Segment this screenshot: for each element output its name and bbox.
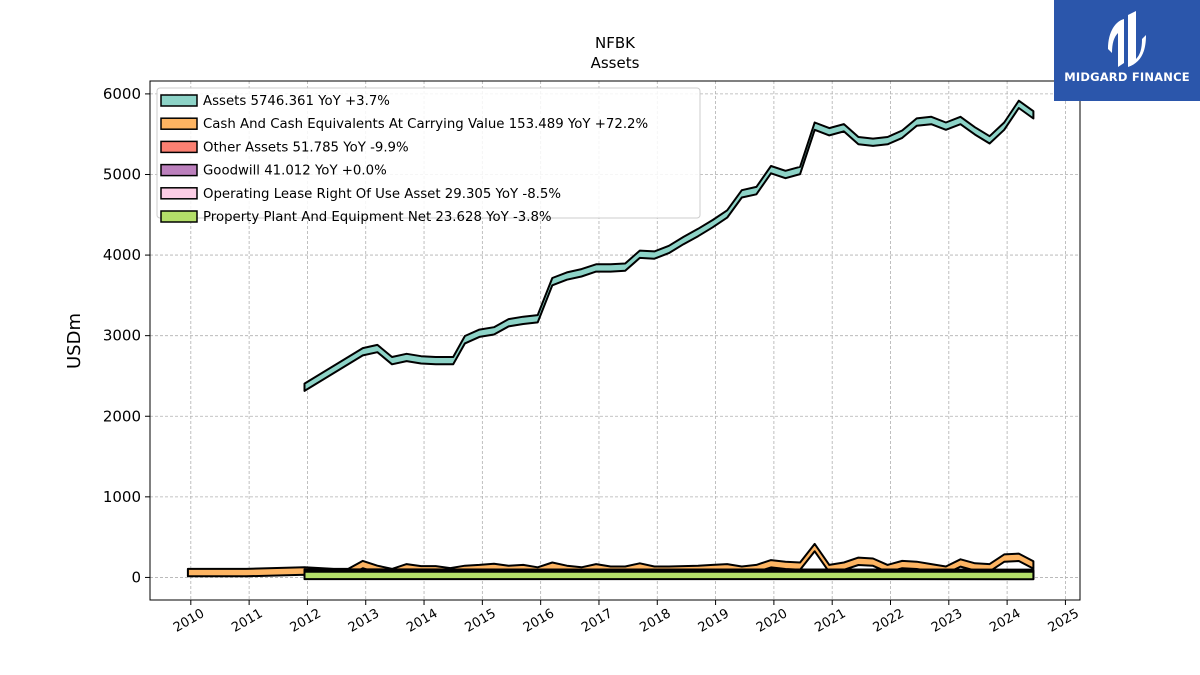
y-tick-label: 2000 [103, 407, 141, 425]
x-tick-label: 2019 [696, 606, 732, 636]
x-tick-label: 2021 [812, 606, 848, 636]
chart-subtitle: Assets [591, 54, 640, 72]
y-tick-label: 6000 [103, 85, 141, 103]
legend-swatch [160, 94, 198, 107]
y-tick-label: 3000 [103, 327, 141, 345]
series-layer [186, 99, 1035, 581]
legend-entry: Property Plant And Equipment Net 23.628 … [203, 210, 552, 225]
midgard-finance-logo-icon [1108, 11, 1146, 67]
legend-swatch [160, 117, 198, 130]
legend-box [156, 87, 701, 219]
y-axis-label: USDm [64, 313, 85, 369]
legend-entry: Goodwill 41.012 YoY +0.0% [203, 164, 387, 179]
x-tick-label: 2015 [463, 606, 499, 636]
x-tick-label: 2010 [171, 606, 207, 636]
y-tick-label: 5000 [103, 165, 141, 183]
series-band [303, 99, 1035, 392]
legend-entry: Cash And Cash Equivalents At Carrying Va… [203, 117, 648, 132]
x-tick-label: 2014 [404, 606, 440, 636]
plot-frame [149, 80, 1081, 601]
x-tick-label: 2020 [754, 606, 790, 636]
x-tick-label: 2017 [579, 606, 615, 636]
x-tick-label: 2022 [871, 606, 907, 636]
legend-swatch [160, 163, 198, 177]
y-tick-label: 0 [131, 568, 141, 586]
legend-swatch [160, 210, 198, 223]
x-tick-label: 2016 [521, 606, 557, 636]
x-tick-label: 2012 [288, 606, 324, 636]
legend-swatch [160, 187, 198, 200]
legend: Assets 5746.361 YoY +3.7% Cash And Cash E… [156, 87, 701, 225]
y-tick-label: 1000 [103, 488, 141, 506]
series-band [303, 570, 1035, 581]
brand-logo: MIDGARD FINANCE [1054, 0, 1200, 101]
x-tick-label: 2018 [637, 606, 673, 636]
brand-name: MIDGARD FINANCE [1064, 70, 1190, 84]
legend-entry: Other Assets 51.785 YoY -9.9% [203, 140, 409, 155]
x-tick-label: 2024 [987, 606, 1023, 636]
x-tick-label: 2013 [346, 606, 382, 636]
legend-entry: Assets 5746.361 YoY +3.7% [203, 94, 390, 109]
x-tick-label: 2023 [929, 606, 965, 636]
legend-entry: Operating Lease Right Of Use Asset 29.30… [203, 187, 561, 202]
x-tick-label: 2025 [1046, 606, 1082, 636]
x-tick-label: 2011 [229, 606, 265, 636]
legend-swatch [160, 140, 198, 154]
chart-title: NFBK [595, 34, 636, 52]
y-tick-label: 4000 [103, 246, 141, 264]
